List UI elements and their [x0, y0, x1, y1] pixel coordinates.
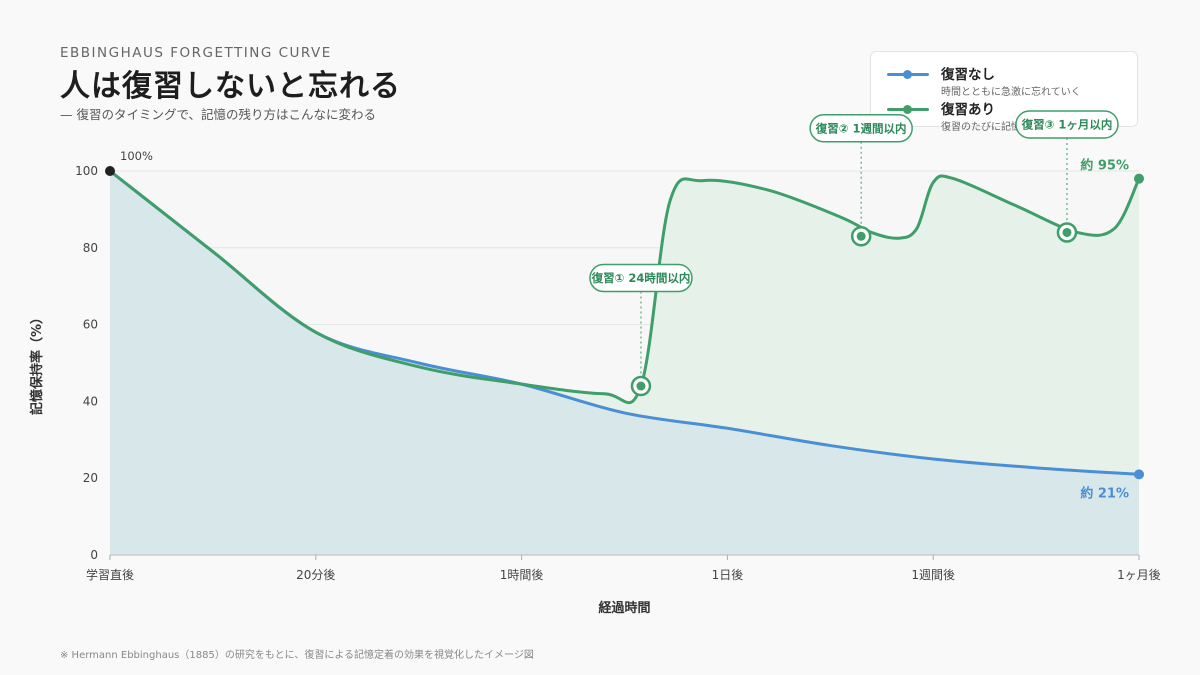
y-tick-label: 60 [83, 318, 98, 332]
legend-desc: 時間とともに急激に忘れていく [941, 87, 1081, 98]
chart-kicker: EBBINGHAUS FORGETTING CURVE [60, 45, 332, 61]
x-tick-label: 1週間後 [911, 568, 955, 582]
y-axis-title: 記憶保持率（%） [29, 311, 45, 415]
legend-desc: 復習のたびに記憶が回復する [941, 122, 1071, 133]
end-point-with-review [1134, 173, 1144, 184]
review-point [636, 381, 646, 391]
review-callout-label: 復習③ 1ヶ月以内 [1021, 117, 1113, 131]
x-tick-label: 1日後 [712, 568, 744, 582]
legend-dot-swatch [903, 70, 912, 79]
legend-dot-swatch [903, 105, 912, 114]
end-label-no-review: 約 21% [1080, 485, 1129, 501]
x-tick-label: 学習直後 [86, 567, 134, 582]
footnote: ※ Hermann Ebbinghaus（1885）の研究をもとに、復習による記… [60, 650, 534, 661]
x-tick-label: 20分後 [296, 568, 335, 582]
x-tick-label: 1ヶ月後 [1117, 568, 1161, 582]
review-callout-box [1015, 110, 1119, 139]
review-point [1062, 227, 1072, 237]
x-tick-label: 1時間後 [500, 568, 544, 582]
start-point [105, 166, 115, 176]
legend-name: 復習なし [941, 67, 995, 83]
legend-name: 復習あり [941, 102, 995, 118]
legend-item-with-review: 復習あり 復習のたびに記憶が回復する [887, 97, 1132, 133]
legend: 復習なし 時間とともに急激に忘れていく 復習あり 復習のたびに記憶が回復する [870, 51, 1138, 133]
legend-item-no-review: 復習なし 時間とともに急激に忘れていく [887, 62, 1132, 98]
y-tick-label: 100 [75, 164, 98, 178]
series-line-with-review [108, 169, 1141, 405]
y-tick-label: 20 [83, 471, 98, 485]
y-tick-label: 40 [83, 394, 98, 408]
chart-title: 人は復習しないと忘れる [60, 69, 401, 104]
review-callout-label: 復習② 1週間以内 [815, 121, 907, 135]
review-callout-box [809, 114, 913, 143]
end-point-no-review [1134, 469, 1144, 480]
end-label-with-review: 約 95% [1080, 158, 1129, 174]
review-callout-box [589, 263, 693, 293]
x-axis-title: 経過時間 [598, 600, 650, 616]
chart-subtitle: — 復習のタイミングで、記憶の残り方はこんなに変わる [60, 107, 376, 122]
y-tick-label: 80 [83, 241, 98, 255]
review-point [856, 231, 866, 241]
start-point-label: 100% [120, 149, 153, 163]
y-tick-label: 0 [90, 548, 98, 562]
area-no-review [110, 171, 1139, 555]
review-callout-label: 復習① 24時間以内 [591, 271, 691, 285]
